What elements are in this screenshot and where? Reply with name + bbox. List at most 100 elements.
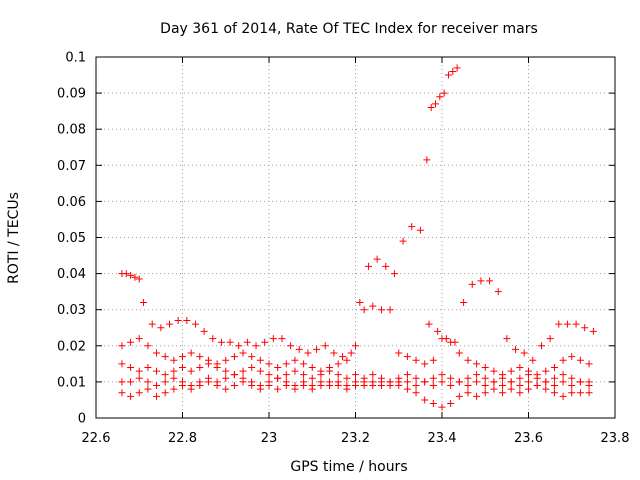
data-point [481,382,489,390]
data-point [265,360,273,368]
data-point [507,385,515,393]
data-point [300,360,308,368]
data-point [209,335,217,343]
data-point [352,382,359,390]
data-point [135,367,143,375]
data-point [568,353,576,361]
data-point [204,378,212,386]
data-point [507,378,515,386]
data-point [395,378,403,386]
x-tick-label: 23.2 [341,431,370,446]
data-point [170,385,178,393]
data-point [546,335,554,343]
y-tick-label: 0.06 [57,195,86,210]
data-point [503,335,511,343]
data-point [135,335,143,343]
data-point [447,338,455,346]
data-point [127,392,135,400]
data-point [352,371,359,379]
data-point [481,363,489,371]
y-tick-label: 0.09 [57,87,86,102]
data-point [196,363,204,371]
data-point [408,223,416,231]
data-point [248,382,256,390]
data-point [516,363,524,371]
data-point [449,67,457,75]
data-point [170,356,178,364]
data-point [230,353,238,361]
data-point [395,349,403,357]
data-point [427,104,435,112]
data-point [166,320,174,328]
data-point [217,338,225,346]
data-point [161,371,169,379]
data-point [326,378,334,386]
data-point [499,374,507,382]
data-point [135,275,143,283]
data-point [585,382,593,390]
data-point [416,226,424,234]
data-point [321,342,329,350]
data-point [403,353,411,361]
data-point [179,382,186,390]
data-point [421,378,429,386]
x-tick-label: 23.8 [601,431,630,446]
data-point [334,371,342,379]
data-point [460,298,468,306]
data-point [196,382,204,390]
series-track-d [118,371,593,390]
data-point [507,367,515,375]
data-point [179,363,186,371]
data-point [585,389,593,397]
data-point [473,392,481,400]
x-tick-label: 23 [261,431,278,446]
ticks: 22.6 22.8 23 23.2 23.4 23.6 23.8 0 0.01 0.02 0.03 0… [57,51,629,447]
data-point [239,378,247,386]
data-point [473,360,481,368]
data-point [161,378,169,386]
data-point [412,382,420,390]
data-point [403,371,411,379]
data-point [235,342,243,350]
data-point [438,371,446,379]
data-point [589,327,597,335]
data-point [568,389,576,397]
data-point [122,270,130,278]
x-tick-label: 22.6 [82,431,111,446]
data-point [222,374,230,382]
data-point [230,371,238,379]
data-point [576,378,584,386]
data-point [239,349,247,357]
y-tick-label: 0.05 [57,231,86,246]
data-point [550,363,558,371]
data-point [343,356,351,364]
data-point [334,382,342,390]
data-point [516,382,524,390]
data-point [308,385,316,393]
data-point [295,345,303,353]
y-tick-label: 0.08 [57,123,86,138]
data-point [512,345,520,353]
data-point [300,371,308,379]
data-point [317,371,325,379]
data-point [291,385,299,393]
data-point [576,389,584,397]
data-point [455,392,463,400]
data-point [464,382,472,390]
data-point [568,382,576,390]
data-point [490,367,498,375]
data-point [153,367,161,375]
data-point [429,400,437,408]
y-tick-label: 0.04 [57,267,86,282]
data-point [360,306,368,314]
data-point [291,367,299,375]
data-point [179,353,186,361]
data-point [127,338,135,346]
data-point [326,367,334,375]
data-point [187,385,195,393]
x-tick-label: 22.8 [168,431,197,446]
y-tick-label: 0.01 [57,375,86,390]
data-point [373,255,381,263]
data-point [369,371,377,379]
data-point [438,378,446,386]
